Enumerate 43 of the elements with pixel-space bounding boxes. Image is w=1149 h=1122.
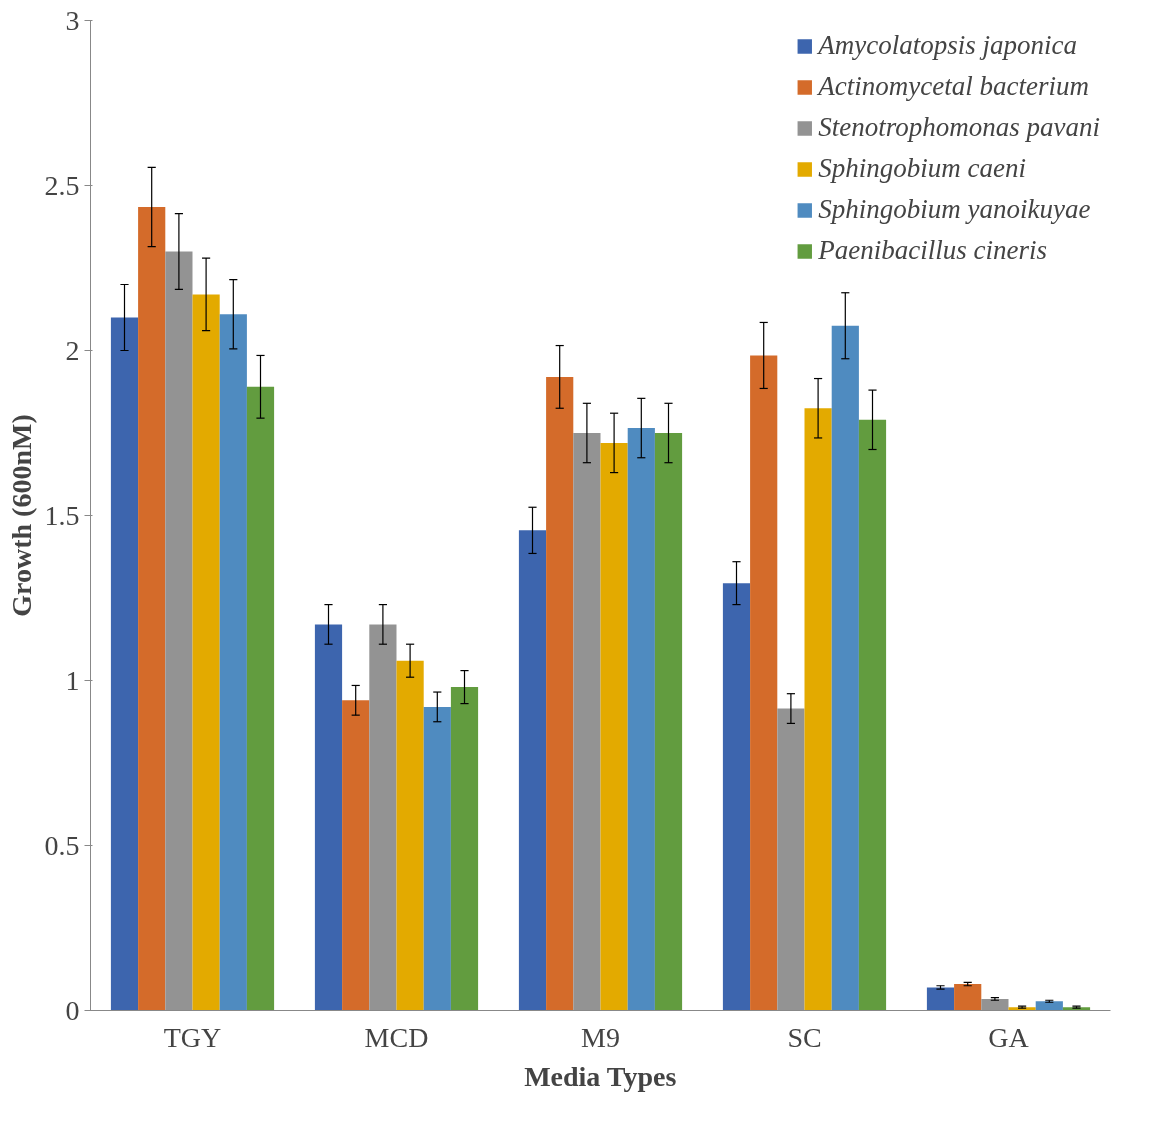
bar — [450, 687, 479, 1011]
bar — [138, 206, 166, 1011]
bar — [858, 419, 887, 1011]
bar — [342, 700, 370, 1011]
bar — [750, 355, 778, 1011]
bar — [219, 314, 247, 1011]
bar — [600, 442, 628, 1011]
bar — [396, 660, 424, 1011]
bar — [314, 624, 343, 1011]
bar — [518, 530, 547, 1011]
y-tick-label: 0.5 — [44, 829, 80, 861]
x-axis-title: Media Types — [524, 1060, 677, 1092]
legend-label: Sphingobium caeni — [818, 153, 1026, 184]
bar — [192, 294, 220, 1011]
bar — [722, 583, 751, 1011]
x-tick-label: MCD — [364, 1021, 429, 1053]
bar — [110, 317, 139, 1011]
y-tick-label: 1.5 — [44, 499, 80, 531]
bar — [1035, 1001, 1063, 1011]
bar — [804, 408, 832, 1011]
legend-label: Stenotrophomonas pavani — [818, 112, 1100, 143]
legend-label: Paenibacillus cineris — [818, 235, 1047, 266]
y-tick-label: 2 — [65, 334, 80, 366]
bar — [246, 386, 275, 1011]
x-tick-label: M9 — [581, 1021, 620, 1053]
y-tick-label: 0 — [65, 994, 80, 1026]
y-tick-label: 3 — [65, 4, 80, 36]
y-axis-title: Growth (600nM) — [5, 414, 37, 617]
legend-label: Actinomycetal bacterium — [818, 71, 1089, 102]
legend-label: Amycolatopsis japonica — [818, 30, 1077, 61]
x-tick-label: GA — [988, 1021, 1030, 1053]
bar — [926, 987, 955, 1011]
legend-label: Sphingobium yanoikuyae — [818, 194, 1091, 225]
bar — [831, 325, 859, 1011]
y-tick-label: 2.5 — [44, 169, 80, 201]
bar — [654, 433, 683, 1011]
bar — [423, 706, 451, 1011]
bar — [627, 428, 655, 1011]
bar — [954, 984, 982, 1011]
x-tick-label: SC — [787, 1021, 822, 1053]
y-tick-label: 1 — [65, 664, 80, 696]
bar — [546, 376, 574, 1011]
x-tick-label: TGY — [163, 1021, 222, 1053]
